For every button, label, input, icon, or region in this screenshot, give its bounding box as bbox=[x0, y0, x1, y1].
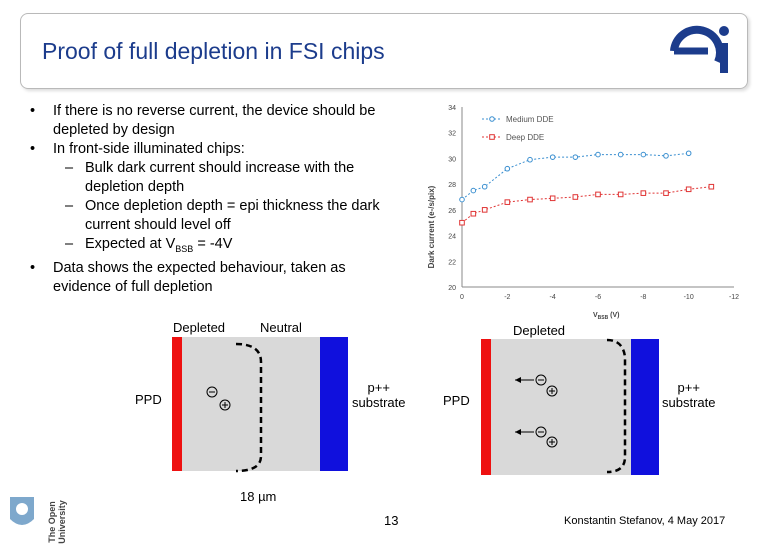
y-tick-label: 28 bbox=[448, 182, 456, 189]
page-number: 13 bbox=[384, 513, 399, 528]
data-point bbox=[617, 191, 624, 198]
data-point bbox=[459, 219, 465, 226]
ppd-layer-left bbox=[172, 337, 182, 471]
series-line bbox=[461, 186, 712, 224]
x-tick-label: -10 bbox=[684, 294, 694, 301]
y-tick-label: 32 bbox=[448, 131, 456, 138]
hole-icon bbox=[546, 385, 558, 397]
electron-icon bbox=[206, 386, 218, 398]
y-tick-label: 30 bbox=[448, 156, 456, 163]
right-depletion-diagram bbox=[481, 338, 659, 475]
x-tick-label: -12 bbox=[729, 294, 739, 301]
data-point bbox=[470, 210, 477, 217]
x-tick-label: -8 bbox=[640, 294, 646, 301]
x-axis-label: VBSB (V) bbox=[593, 312, 620, 321]
ppd-label-right: PPD bbox=[443, 393, 470, 408]
open-university-logo-icon bbox=[10, 497, 34, 525]
ppd-label-left: PPD bbox=[135, 392, 162, 407]
wafer-left bbox=[172, 337, 320, 471]
electron-icon bbox=[535, 374, 547, 386]
substrate-right bbox=[631, 339, 659, 475]
data-point bbox=[595, 191, 601, 198]
data-point bbox=[640, 190, 647, 196]
left-depletion-diagram bbox=[172, 337, 348, 473]
data-point bbox=[549, 154, 556, 160]
x-tick-label: -2 bbox=[504, 294, 510, 301]
legend-marker bbox=[489, 116, 495, 122]
data-point bbox=[595, 151, 601, 158]
depleted-label-right: Depleted bbox=[513, 323, 566, 338]
bullet-item: Data shows the expected behaviour, taken… bbox=[30, 259, 400, 297]
data-point bbox=[549, 195, 556, 202]
bullet-list: If there is no reverse current, the devi… bbox=[30, 102, 400, 297]
hole-icon bbox=[219, 399, 231, 411]
title-frame bbox=[20, 13, 748, 89]
electron-icon bbox=[535, 426, 547, 438]
y-axis-label: Dark current (e-/s/pix) bbox=[427, 185, 436, 268]
data-point bbox=[663, 190, 669, 196]
data-point bbox=[504, 199, 511, 205]
sub-bullet-item: Once depletion depth = epi thickness the… bbox=[30, 197, 400, 235]
depletion-boundary-left bbox=[235, 342, 263, 473]
legend-entry: Deep DDE bbox=[506, 133, 544, 142]
dark-current-chart: 20 22 24 26 28 30 32 34 0 -2 -4 -6 -8 -10 -12 Medium DD… bbox=[427, 105, 739, 321]
sub-bullet-item: Bulk dark current should increase with t… bbox=[30, 159, 400, 197]
ei-logo-icon bbox=[670, 25, 729, 73]
y-tick-label: 26 bbox=[448, 208, 456, 215]
ou-logo-text: The Open University bbox=[47, 500, 67, 544]
ppd-layer-right bbox=[481, 339, 491, 475]
slide-title: Proof of full depletion in FSI chips bbox=[42, 38, 385, 64]
data-point bbox=[459, 196, 465, 203]
data-point bbox=[504, 165, 511, 172]
substrate-left bbox=[320, 337, 348, 471]
data-point bbox=[685, 150, 692, 157]
bullet-item: In front-side illuminated chips: bbox=[30, 140, 400, 159]
hole-icon bbox=[546, 436, 558, 448]
data-point bbox=[572, 154, 579, 160]
legend-entry: Medium DDE bbox=[506, 115, 554, 124]
data-point bbox=[481, 183, 488, 190]
data-point bbox=[527, 156, 533, 163]
y-tick-label: 24 bbox=[448, 234, 456, 241]
legend-marker bbox=[489, 134, 495, 140]
data-point bbox=[470, 187, 477, 194]
x-tick-label: -4 bbox=[550, 294, 556, 301]
sub-bullet-item: Expected at VBSB = -4V bbox=[30, 235, 400, 259]
data-point bbox=[663, 153, 669, 159]
y-tick-label: 20 bbox=[448, 285, 456, 292]
bullet-item: If there is no reverse current, the devi… bbox=[30, 102, 400, 140]
footer-credit: Konstantin Stefanov, 4 May 2017 bbox=[564, 515, 726, 527]
series-line bbox=[461, 152, 689, 200]
wafer-right bbox=[481, 339, 631, 475]
x-tick-label: 0 bbox=[460, 294, 464, 301]
substrate-label-right: p++ substrate bbox=[662, 380, 716, 410]
data-point bbox=[572, 194, 579, 200]
data-point bbox=[640, 151, 647, 158]
neutral-label: Neutral bbox=[260, 320, 302, 335]
x-tick-label: -6 bbox=[595, 294, 601, 301]
width-label: 18 µm bbox=[240, 489, 277, 504]
data-point bbox=[527, 196, 533, 203]
data-point bbox=[685, 186, 692, 193]
data-point bbox=[708, 183, 715, 190]
data-point bbox=[481, 207, 488, 213]
y-tick-label: 22 bbox=[448, 259, 456, 266]
y-tick-label: 34 bbox=[448, 105, 456, 112]
depleted-label-left: Depleted bbox=[173, 320, 226, 335]
data-point bbox=[617, 151, 624, 158]
depletion-boundary-right bbox=[606, 338, 627, 474]
substrate-label-left: p++ substrate bbox=[352, 380, 406, 410]
